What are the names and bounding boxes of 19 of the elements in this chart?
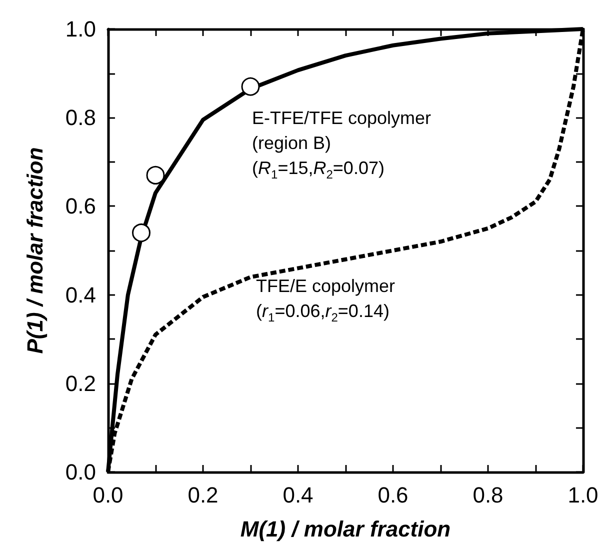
point <box>241 77 260 96</box>
annotation: TFE/E copolymer (r$_{1}$=0.06,r$_{2}$=0.14) <box>256 275 396 325</box>
x-axis-title: M(1) / molar fraction <box>240 516 451 542</box>
y-tick-label: 0.8 <box>65 105 96 130</box>
text: E-TFE/TFE copolymer (region B) (R$_{1}$=15,R$_{2}$=0.07) <box>252 108 432 182</box>
y-tick-label: 0.6 <box>65 194 96 219</box>
y-tick-label: 0.0 <box>65 460 96 484</box>
y-tick-label: 0.4 <box>65 282 96 308</box>
point <box>132 224 150 242</box>
y-tick-label: 1.0 <box>65 16 96 42</box>
x-tick-label: 0.8 <box>472 482 504 508</box>
x-tick-label: 0.0 <box>92 482 124 508</box>
x-tick-label: 0.6 <box>378 482 408 508</box>
x-tick-label: 0.4 <box>282 482 314 508</box>
x-tick-label: 0.2 <box>188 482 218 508</box>
point <box>146 166 165 184</box>
y-axis-title: P(1) / molar fraction <box>22 147 48 354</box>
y-tick-label: 0.2 <box>65 370 96 396</box>
x-tick-label: 1.0 <box>568 482 598 508</box>
